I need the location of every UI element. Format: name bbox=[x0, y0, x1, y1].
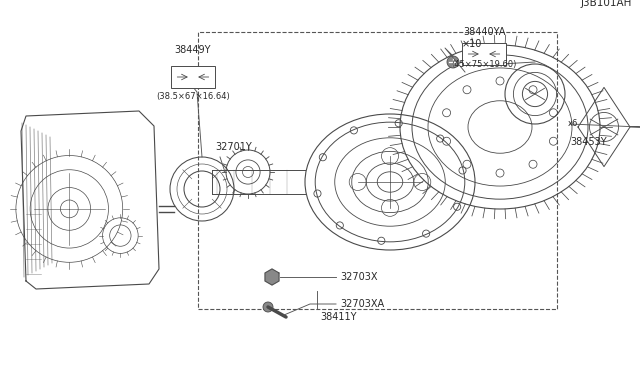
Text: x6: x6 bbox=[568, 119, 579, 128]
Polygon shape bbox=[265, 269, 279, 285]
Bar bbox=[171, 66, 215, 88]
Text: 38440YA: 38440YA bbox=[463, 27, 505, 37]
Text: 38453Y: 38453Y bbox=[570, 137, 607, 147]
Bar bbox=[198, 32, 557, 309]
Circle shape bbox=[447, 56, 459, 68]
Text: 38411Y: 38411Y bbox=[321, 312, 357, 322]
Text: (45×75×19.60): (45×75×19.60) bbox=[451, 60, 516, 68]
Text: 32703XA: 32703XA bbox=[340, 299, 384, 309]
Text: ×10: ×10 bbox=[462, 39, 483, 49]
Text: J3B101AH: J3B101AH bbox=[580, 0, 632, 8]
Text: (38.5×67×16.64): (38.5×67×16.64) bbox=[156, 93, 230, 102]
Text: 32701Y: 32701Y bbox=[215, 142, 252, 152]
Bar bbox=[462, 43, 506, 65]
Text: 32703X: 32703X bbox=[340, 272, 378, 282]
Text: 38449Y: 38449Y bbox=[175, 45, 211, 55]
Circle shape bbox=[263, 302, 273, 312]
